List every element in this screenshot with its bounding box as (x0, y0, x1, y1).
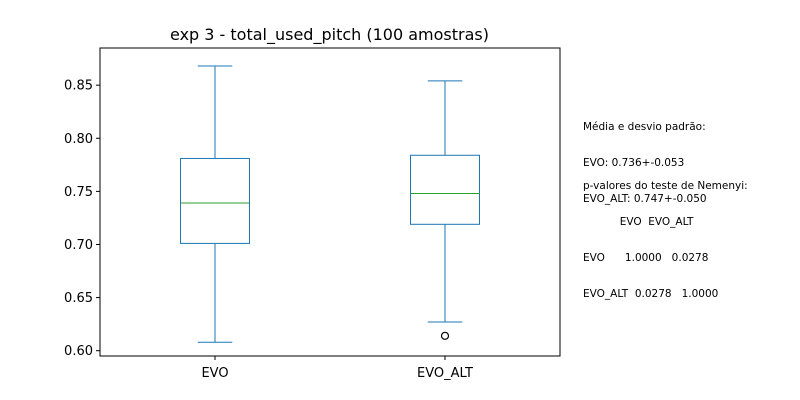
stats-line-evo: EVO: 0.736+-0.053 (583, 157, 685, 169)
box-evo-alt (410, 80, 480, 340)
box-iqr (410, 154, 480, 225)
stats-header: Média e desvio padrão: (583, 121, 706, 133)
x-tick-label: EVO_ALT (417, 366, 473, 381)
nemenyi-row-header: EVO EVO_ALT (583, 216, 694, 228)
stats-block: Média e desvio padrão: EVO: 0.736+-0.053… (583, 97, 707, 217)
y-tick-label: 0.75 (64, 185, 93, 200)
nemenyi-row-evo: EVO 1.0000 0.0278 (583, 252, 709, 264)
y-tick-label: 0.80 (64, 132, 93, 147)
nemenyi-row-evo-alt: EVO_ALT 0.0278 1.0000 (583, 288, 719, 300)
y-tick-label: 0.70 (64, 238, 93, 253)
y-tick-label: 0.85 (64, 79, 93, 94)
stats-line-evo-alt: EVO_ALT: 0.747+-0.050 (583, 193, 707, 205)
box-evo (180, 65, 250, 343)
box-iqr (180, 157, 250, 244)
chart-title: exp 3 - total_used_pitch (100 amostras) (170, 25, 489, 45)
y-tick-label: 0.60 (64, 344, 93, 359)
nemenyi-header: p-valores do teste de Nemenyi: (583, 180, 748, 192)
y-tick-label: 0.65 (64, 291, 93, 306)
outlier-point (440, 331, 450, 340)
x-tick-label: EVO (201, 366, 228, 381)
nemenyi-block: p-valores do teste de Nemenyi: EVO EVO_A… (583, 156, 748, 312)
plot-frame (99, 47, 561, 357)
